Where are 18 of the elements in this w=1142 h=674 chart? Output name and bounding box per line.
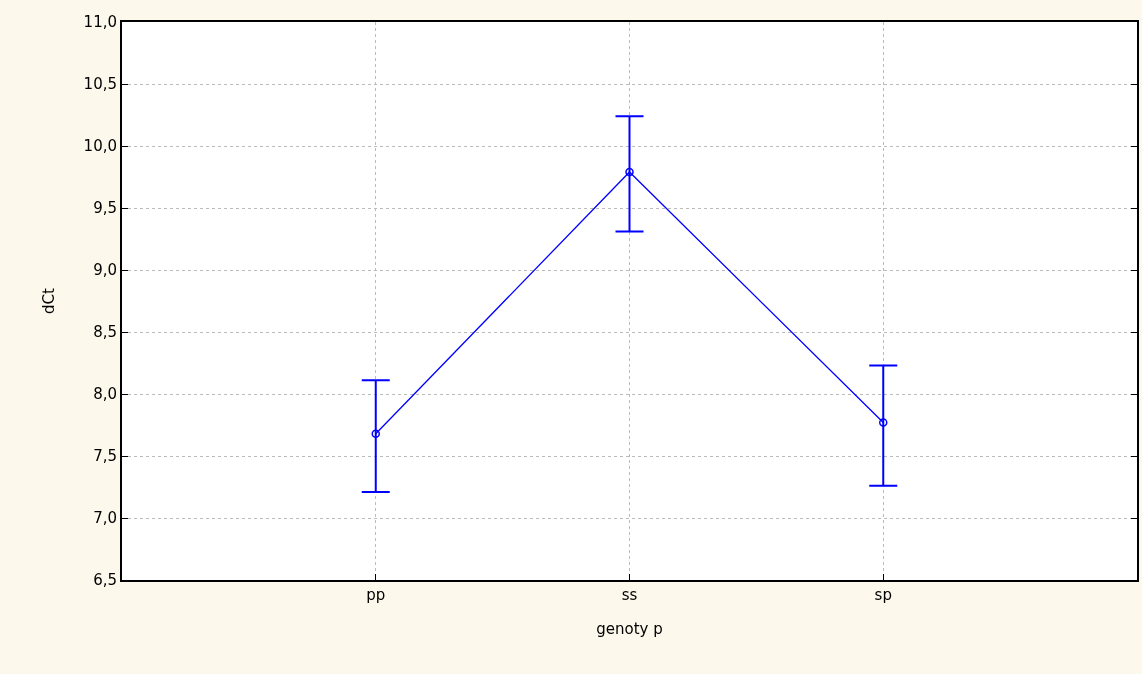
x-tick-label: pp bbox=[366, 586, 386, 604]
y-tick-label: 9,5 bbox=[93, 199, 117, 218]
point bbox=[879, 418, 888, 427]
point bbox=[625, 167, 634, 177]
y-tick-label: 7,0 bbox=[93, 509, 117, 528]
y-tick-label: 11,0 bbox=[83, 13, 117, 32]
y-tick-label: 10,0 bbox=[83, 137, 117, 156]
y-tick-label: 6,5 bbox=[93, 571, 117, 590]
x-tick-label: ss bbox=[621, 586, 638, 604]
y-axis-title: dCt bbox=[40, 287, 59, 314]
y-tick-label: 8,5 bbox=[93, 323, 117, 342]
x-axis-title: genoty p bbox=[596, 619, 663, 638]
y-tick-label: 9,0 bbox=[93, 261, 117, 280]
y-tick-label: 7,5 bbox=[93, 447, 117, 466]
y-tick-label: 10,5 bbox=[83, 75, 117, 94]
point bbox=[371, 429, 380, 438]
y-tick-label: 8,0 bbox=[93, 385, 117, 404]
x-tick-label: sp bbox=[874, 586, 892, 604]
